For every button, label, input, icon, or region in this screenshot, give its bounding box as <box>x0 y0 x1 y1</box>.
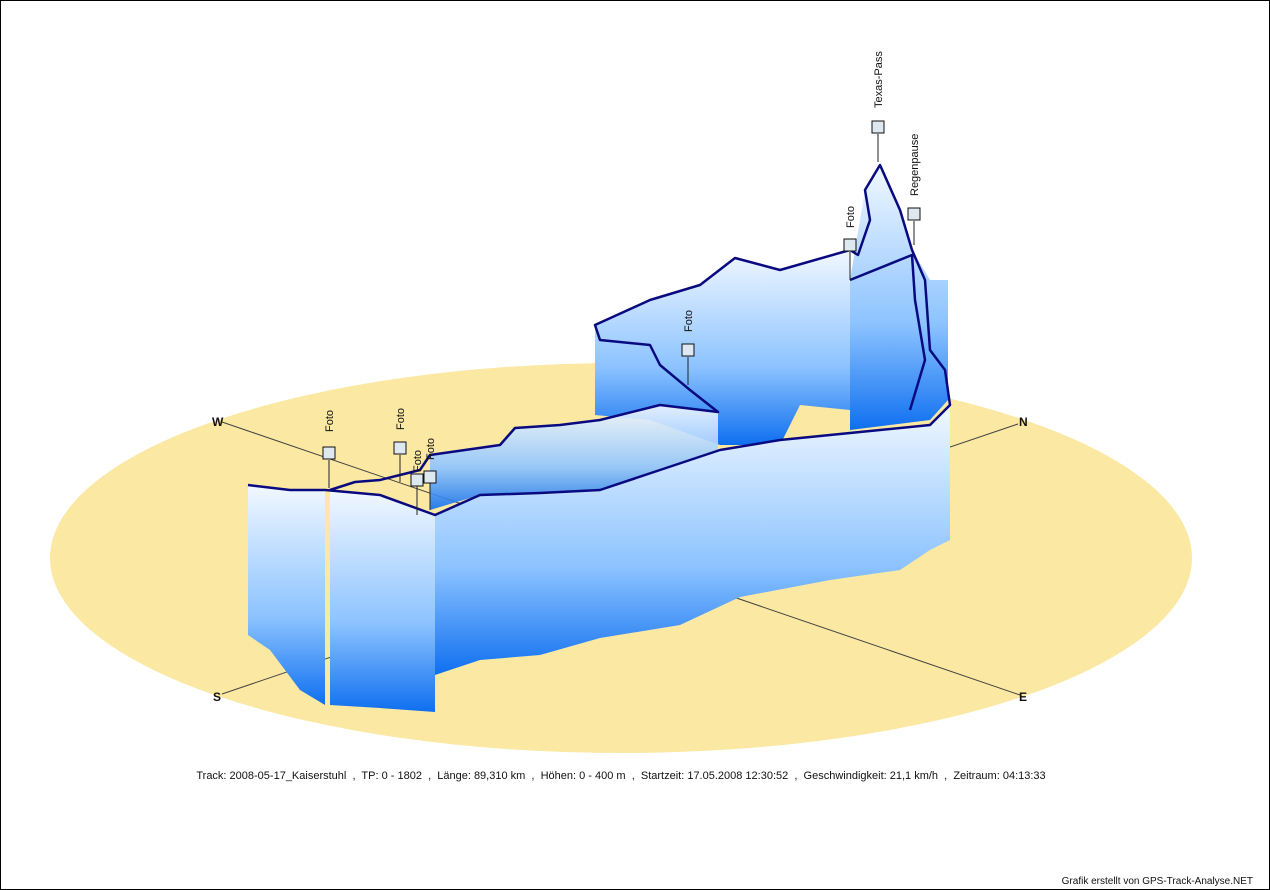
track-info: Track: 2008-05-17_Kaiserstuhl , TP: 0 - … <box>196 770 1045 782</box>
waypoint-icon <box>423 470 437 484</box>
waypoint-label: Foto <box>425 438 437 460</box>
credit: Grafik erstellt von GPS-Track-Analyse.NE… <box>1062 876 1253 887</box>
waypoint-label: Texas-Pass <box>873 51 885 108</box>
waypoint-icon <box>410 473 424 487</box>
waypoint-icon <box>393 441 407 455</box>
waypoint-label: Foto <box>683 310 695 332</box>
profile-walls <box>248 165 950 712</box>
waypoint-icon <box>871 120 885 134</box>
waypoint-label: Foto <box>845 206 857 228</box>
waypoint-label: Foto <box>395 408 407 430</box>
track-line <box>247 163 952 517</box>
waypoint-icon <box>907 207 921 221</box>
waypoint-label: Foto <box>324 410 336 432</box>
waypoint-icon <box>322 446 336 460</box>
waypoint-label: Foto <box>412 450 424 472</box>
waypoints: Foto Foto Foto Foto Foto Foto Texas-Pass… <box>322 51 921 515</box>
compass-w: W <box>212 415 224 429</box>
compass-e: E <box>1019 690 1027 704</box>
waypoint-icon <box>681 343 695 357</box>
waypoint-icon <box>843 238 857 252</box>
waypoint-label: Regenpause <box>909 134 921 196</box>
compass-n: N <box>1019 415 1028 429</box>
compass-s: S <box>213 690 221 704</box>
